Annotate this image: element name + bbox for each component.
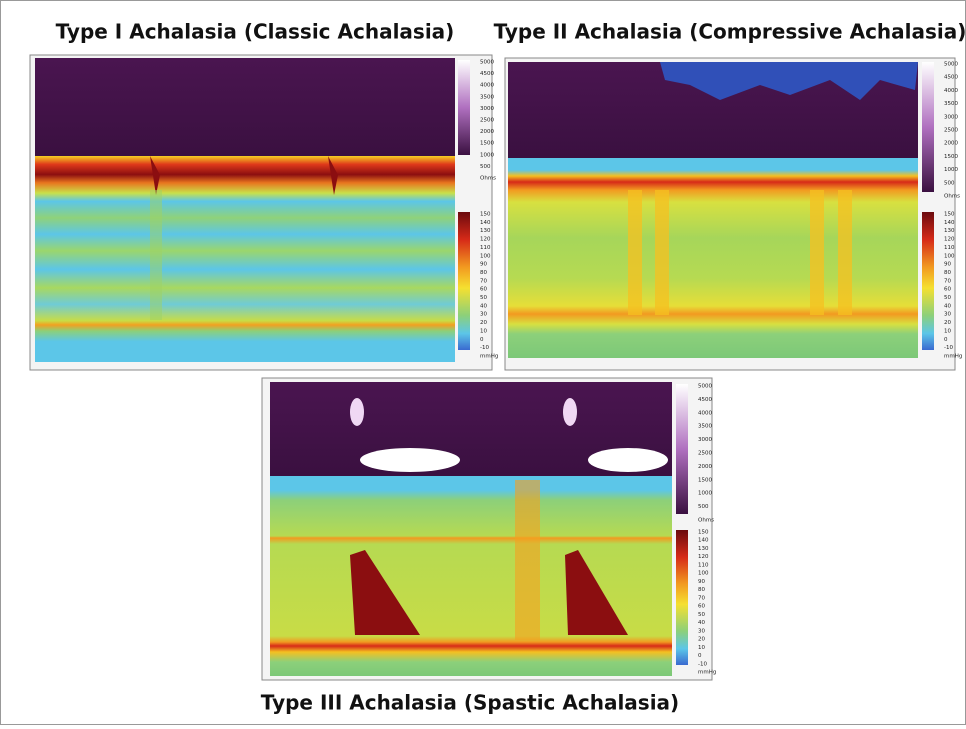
impedance-scale-label: 1000 [944, 167, 958, 173]
pressure-scale-label: 130 [698, 546, 709, 552]
impedance-scale-label: 5000 [944, 62, 958, 68]
impedance-scale-label: 2500 [480, 118, 494, 124]
impedance-scale-label: 1500 [480, 141, 494, 147]
impedance-scale-label: 3500 [480, 94, 494, 100]
panel-title: Type I Achalasia (Classic Achalasia) [56, 20, 455, 44]
figure: Type I Achalasia (Classic Achalasia) Typ… [0, 0, 966, 725]
impedance-scale-label: 2000 [698, 464, 712, 470]
pressure-scale-label: mmHg [698, 670, 716, 676]
pressure-scale-label: 80 [698, 587, 705, 593]
pressure-scale-label: 30 [698, 628, 705, 634]
pressure-scale-label: 80 [480, 270, 487, 276]
pressure-scale-label: 150 [698, 530, 709, 536]
pressure-scale-label: 90 [480, 262, 487, 268]
pressure-scale-label: mmHg [480, 354, 498, 360]
panel-title: Type II Achalasia (Compressive Achalasia… [494, 20, 966, 44]
pressure-scale-label: 70 [480, 278, 487, 284]
impedance-scale-label: 4000 [480, 83, 494, 89]
pressure-scale-label: 120 [698, 554, 709, 560]
impedance-scale-label: 3000 [480, 106, 494, 112]
impedance-scale-label: 1000 [698, 491, 712, 497]
pressure-scale-label: 30 [944, 312, 951, 318]
impedance-scale-label: 500 [944, 180, 955, 186]
impedance-scale-label: 2000 [480, 129, 494, 135]
impedance-scale-label: 3000 [698, 437, 712, 443]
pressure-scale-label: 10 [944, 328, 951, 334]
impedance-scale-label: Ohms [480, 176, 496, 182]
pressure-scale-label: 40 [944, 303, 951, 309]
pressure-scale-label: 130 [480, 228, 491, 234]
panel-type-1 [30, 55, 492, 370]
panel-type-2 [505, 58, 955, 370]
pressure-scale-label: 110 [698, 562, 709, 568]
pressure-scale-label: 100 [480, 253, 491, 259]
impedance-scale-label: 3500 [944, 101, 958, 107]
pressure-scale-label: -10 [698, 661, 707, 667]
pressure-scale-label: 10 [480, 328, 487, 334]
pressure-scale-label: 20 [480, 320, 487, 326]
pressure-scale-label: 20 [944, 320, 951, 326]
pressure-scale-label: 130 [944, 228, 955, 234]
pressure-scale-label: 100 [944, 253, 955, 259]
pressure-scale-label: 150 [480, 212, 491, 218]
pressure-scale-label: 50 [944, 295, 951, 301]
impedance-scale-label: Ohms [698, 518, 714, 524]
pressure-scale-label: 40 [698, 620, 705, 626]
pressure-scale-label: 70 [698, 595, 705, 601]
pressure-scale-label: 120 [480, 237, 491, 243]
impedance-scale-label: 5000 [480, 60, 494, 66]
pressure-scale-label: 140 [698, 538, 709, 544]
pressure-scale-label: 60 [698, 604, 705, 610]
pressure-scale-label: 90 [698, 579, 705, 585]
impedance-scale-label: 3500 [698, 424, 712, 430]
pressure-scale-label: 110 [480, 245, 491, 251]
pressure-scale-label: -10 [944, 345, 953, 351]
impedance-scale-label: 4500 [944, 75, 958, 81]
pressure-scale-label: 100 [698, 571, 709, 577]
pressure-scale-label: 30 [480, 312, 487, 318]
impedance-scale-label: 4000 [698, 410, 712, 416]
pressure-scale-label: 20 [698, 637, 705, 643]
impedance-scale-label: 1500 [944, 154, 958, 160]
impedance-scale-label: Ohms [944, 194, 960, 200]
impedance-scale-label: 500 [480, 164, 491, 170]
pressure-scale-label: 50 [480, 295, 487, 301]
pressure-scale-label: 0 [698, 653, 702, 659]
impedance-scale-label: 500 [698, 504, 709, 510]
pressure-scale-label: 40 [480, 303, 487, 309]
pressure-scale-label: 50 [698, 612, 705, 618]
impedance-scale-label: 1500 [698, 477, 712, 483]
pressure-scale-label: 70 [944, 278, 951, 284]
pressure-scale-label: 140 [944, 220, 955, 226]
impedance-scale-label: 2500 [944, 128, 958, 134]
pressure-scale-label: 80 [944, 270, 951, 276]
pressure-scale-label: 150 [944, 212, 955, 218]
impedance-scale-label: 2000 [944, 141, 958, 147]
pressure-scale-label: mmHg [944, 354, 962, 360]
panel-type-3 [262, 378, 712, 680]
pressure-scale-label: 10 [698, 645, 705, 651]
pressure-scale-label: 60 [944, 287, 951, 293]
panel-title: Type III Achalasia (Spastic Achalasia) [261, 691, 679, 715]
impedance-scale-label: 2500 [698, 451, 712, 457]
impedance-scale-label: 4000 [944, 88, 958, 94]
impedance-scale-label: 4500 [480, 71, 494, 77]
pressure-scale-label: -10 [480, 345, 489, 351]
pressure-scale-label: 90 [944, 262, 951, 268]
pressure-scale-label: 110 [944, 245, 955, 251]
pressure-scale-label: 0 [944, 337, 948, 343]
impedance-scale-label: 1000 [480, 152, 494, 158]
impedance-scale-label: 3000 [944, 114, 958, 120]
pressure-scale-label: 0 [480, 337, 484, 343]
pressure-scale-label: 60 [480, 287, 487, 293]
pressure-scale-label: 140 [480, 220, 491, 226]
impedance-scale-label: 5000 [698, 384, 712, 390]
impedance-scale-label: 4500 [698, 397, 712, 403]
pressure-scale-label: 120 [944, 237, 955, 243]
